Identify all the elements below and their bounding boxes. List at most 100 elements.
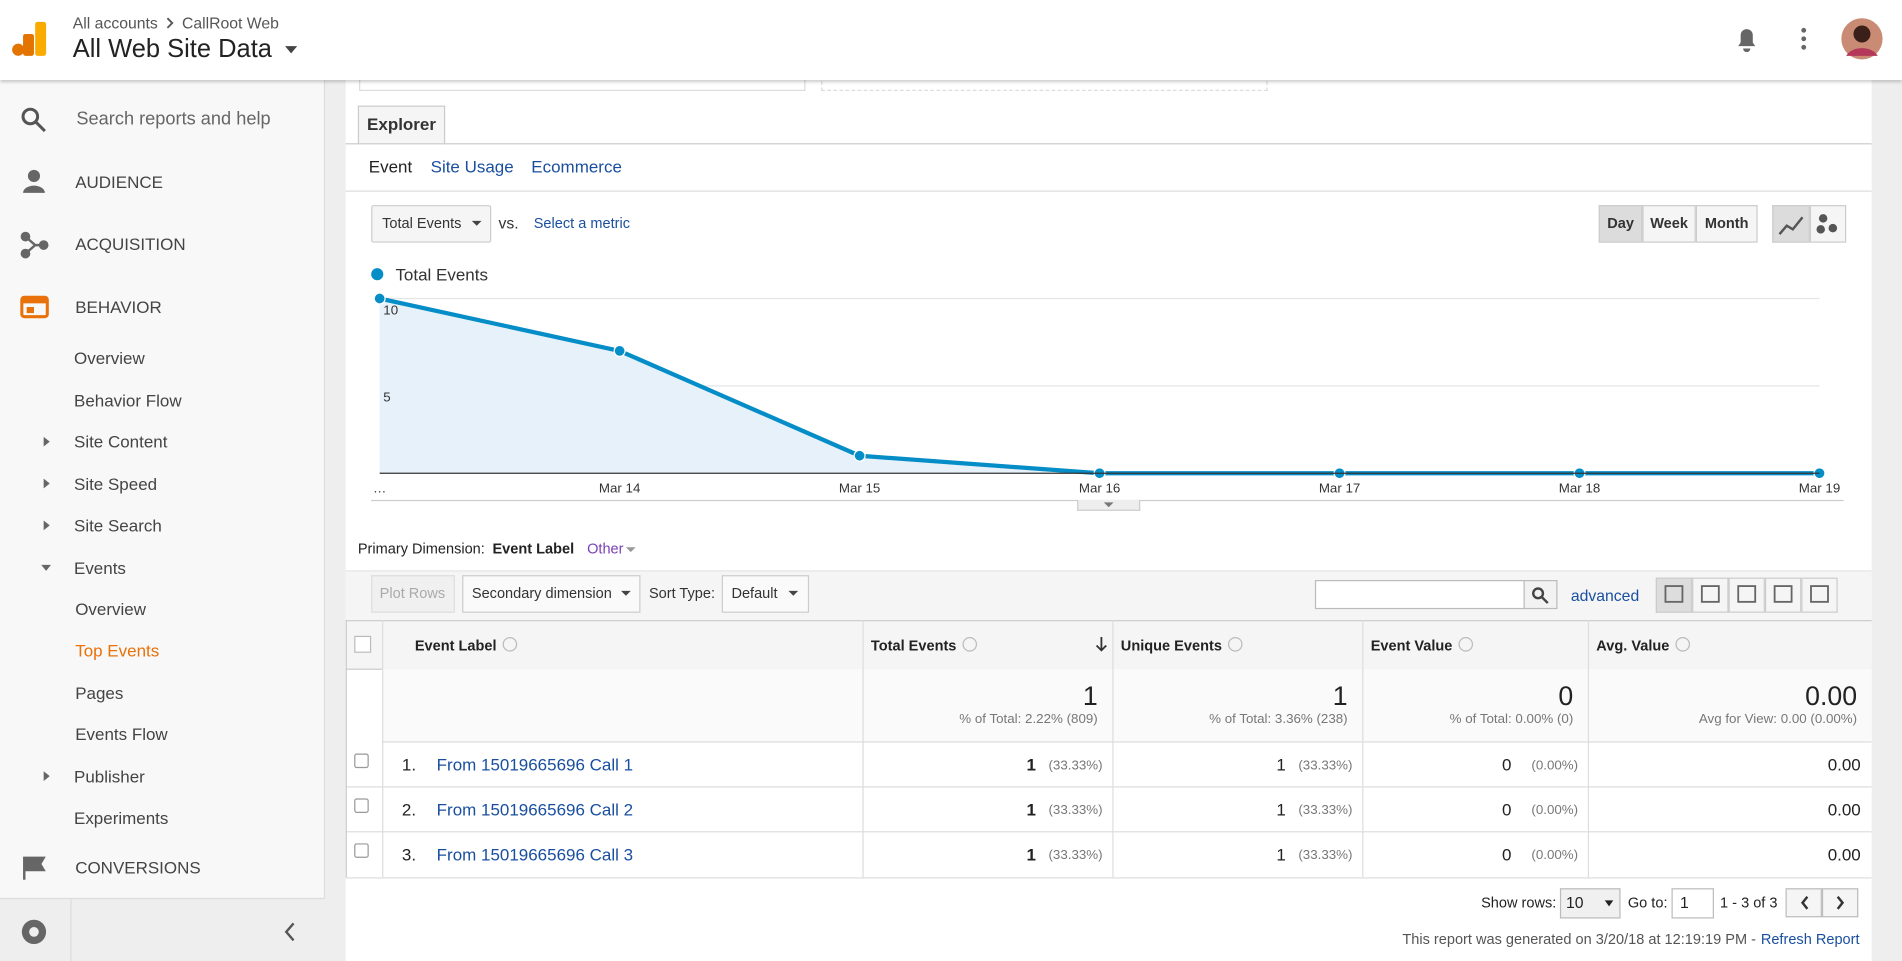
nav-item[interactable]: Overview [75, 599, 146, 619]
column-header[interactable]: Avg. Value [1596, 637, 1670, 655]
subtab[interactable]: Site Usage [430, 156, 514, 176]
cell-percent: (0.00%) [1531, 803, 1579, 818]
prev-button[interactable] [1785, 888, 1822, 918]
period-button[interactable] [1598, 205, 1643, 243]
breadcrumb[interactable]: CallRoot Web [181, 13, 279, 33]
column-header[interactable]: Unique Events [1120, 637, 1222, 655]
dimension-other[interactable]: Other [587, 539, 624, 557]
total-note: % of Total: 2.22% (809) [959, 712, 1098, 727]
view-button[interactable] [1655, 577, 1693, 613]
view-title[interactable]: All Web Site Data [72, 35, 272, 64]
cell-percent: (0.00%) [1531, 848, 1579, 863]
nav-item[interactable]: Overview [73, 348, 145, 368]
nav-item[interactable]: Pages [75, 682, 124, 703]
sort-value[interactable]: Default [731, 584, 778, 602]
period-button[interactable] [1642, 205, 1696, 243]
subtab[interactable]: Event [368, 156, 413, 176]
dimension-selected[interactable]: Event Label [492, 539, 575, 557]
column-header[interactable]: Event Value [1370, 637, 1453, 655]
row-label[interactable]: From 15019665696 Call 2 [436, 799, 634, 819]
refresh-link[interactable]: Refresh Report [1760, 930, 1860, 948]
total-value: 1 [1082, 680, 1098, 712]
total-note: % of Total: 0.00% (0) [1449, 712, 1574, 727]
period-label[interactable]: Day [1607, 214, 1634, 232]
nav-item[interactable]: Publisher [73, 766, 145, 786]
legend-label[interactable]: Total Events [395, 264, 488, 284]
chart-type-button[interactable] [1809, 205, 1847, 243]
resize-handle[interactable] [1077, 499, 1141, 511]
metric-link[interactable]: Select a metric [533, 214, 630, 232]
nav-item[interactable]: Top Events [75, 641, 160, 661]
column-header[interactable]: Total Events [870, 637, 957, 655]
metric-dropdown[interactable] [371, 205, 492, 243]
sort-label: Sort Type: [648, 584, 716, 602]
period-button[interactable] [1695, 205, 1758, 243]
nav-item[interactable]: Experiments [73, 808, 169, 828]
row-checkbox[interactable] [354, 843, 369, 858]
page-input[interactable] [1671, 888, 1714, 919]
top-bar [0, 0, 1902, 81]
view-button[interactable] [1692, 577, 1729, 613]
tab[interactable] [357, 105, 446, 145]
generated-note: This report was generated on 3/20/18 at … [1402, 930, 1756, 948]
nav-item[interactable]: Events [73, 557, 126, 577]
row-label[interactable]: From 15019665696 Call 1 [436, 754, 634, 774]
nav-section[interactable]: ACQUISITION [75, 234, 186, 254]
page-range: 1 - 3 of 3 [1720, 894, 1778, 912]
period-label[interactable]: Month [1704, 214, 1749, 232]
goto-label: Go to: [1627, 894, 1668, 912]
top-remnant [821, 75, 1268, 92]
row-checkbox[interactable] [354, 752, 369, 768]
dimension-label: Primary Dimension: [357, 539, 485, 557]
breadcrumb[interactable]: All accounts [72, 13, 158, 33]
row-index: 2. [401, 799, 417, 819]
header-checkbox[interactable] [354, 635, 372, 653]
search-button[interactable] [1523, 580, 1558, 610]
total-note: % of Total: 3.36% (238) [1209, 712, 1348, 727]
advanced-link[interactable]: advanced [1570, 586, 1640, 605]
next-button[interactable] [1821, 888, 1859, 918]
cell-value: 1 [1026, 844, 1036, 865]
nav-section[interactable]: CONVERSIONS [75, 857, 201, 878]
rows-value[interactable]: 10 [1565, 893, 1584, 912]
row-label[interactable]: From 15019665696 Call 3 [436, 844, 634, 865]
view-button[interactable] [1728, 577, 1765, 613]
table-row [345, 832, 1872, 879]
nav-item[interactable]: Site Content [73, 431, 168, 452]
nav-item[interactable]: Site Speed [73, 473, 158, 494]
period-label[interactable]: Week [1650, 214, 1688, 232]
cell-percent: (33.33%) [1048, 848, 1103, 863]
column-divider [862, 620, 864, 878]
table-row [345, 741, 1872, 788]
metric-label[interactable]: Total Events [382, 214, 462, 232]
column-divider [382, 620, 384, 878]
secondary-dropdown[interactable] [462, 575, 641, 613]
cell-value: 1 [1276, 754, 1286, 774]
top-remnant [359, 75, 806, 92]
rule [345, 143, 1872, 145]
column-divider [1112, 620, 1114, 878]
page-value[interactable]: 1 [1680, 893, 1689, 912]
row-checkbox[interactable] [354, 798, 369, 813]
plot-rows-label[interactable]: Plot Rows [379, 584, 446, 602]
secondary-label[interactable]: Secondary dimension [471, 584, 612, 602]
border-left [345, 620, 347, 878]
view-button[interactable] [1764, 577, 1802, 613]
subtab[interactable]: Ecommerce [531, 156, 622, 176]
cell-percent: (33.33%) [1298, 757, 1353, 773]
table-search[interactable] [1314, 580, 1525, 610]
plot-rows-button[interactable] [371, 575, 455, 613]
view-button[interactable] [1801, 577, 1838, 613]
search-input[interactable]: Search reports and help [76, 108, 271, 130]
column-header[interactable]: Event Label [414, 637, 497, 655]
nav-section[interactable]: BEHAVIOR [75, 297, 162, 317]
nav-item[interactable]: Behavior Flow [73, 390, 182, 410]
nav-section[interactable]: AUDIENCE [75, 172, 163, 192]
tab-label[interactable]: Explorer [367, 114, 436, 134]
nav-item[interactable]: Events Flow [75, 724, 168, 745]
nav-item[interactable]: Site Search [73, 515, 162, 536]
column-divider [1362, 620, 1364, 878]
sidebar-footer [0, 897, 326, 961]
chart-type-button[interactable] [1772, 205, 1810, 243]
